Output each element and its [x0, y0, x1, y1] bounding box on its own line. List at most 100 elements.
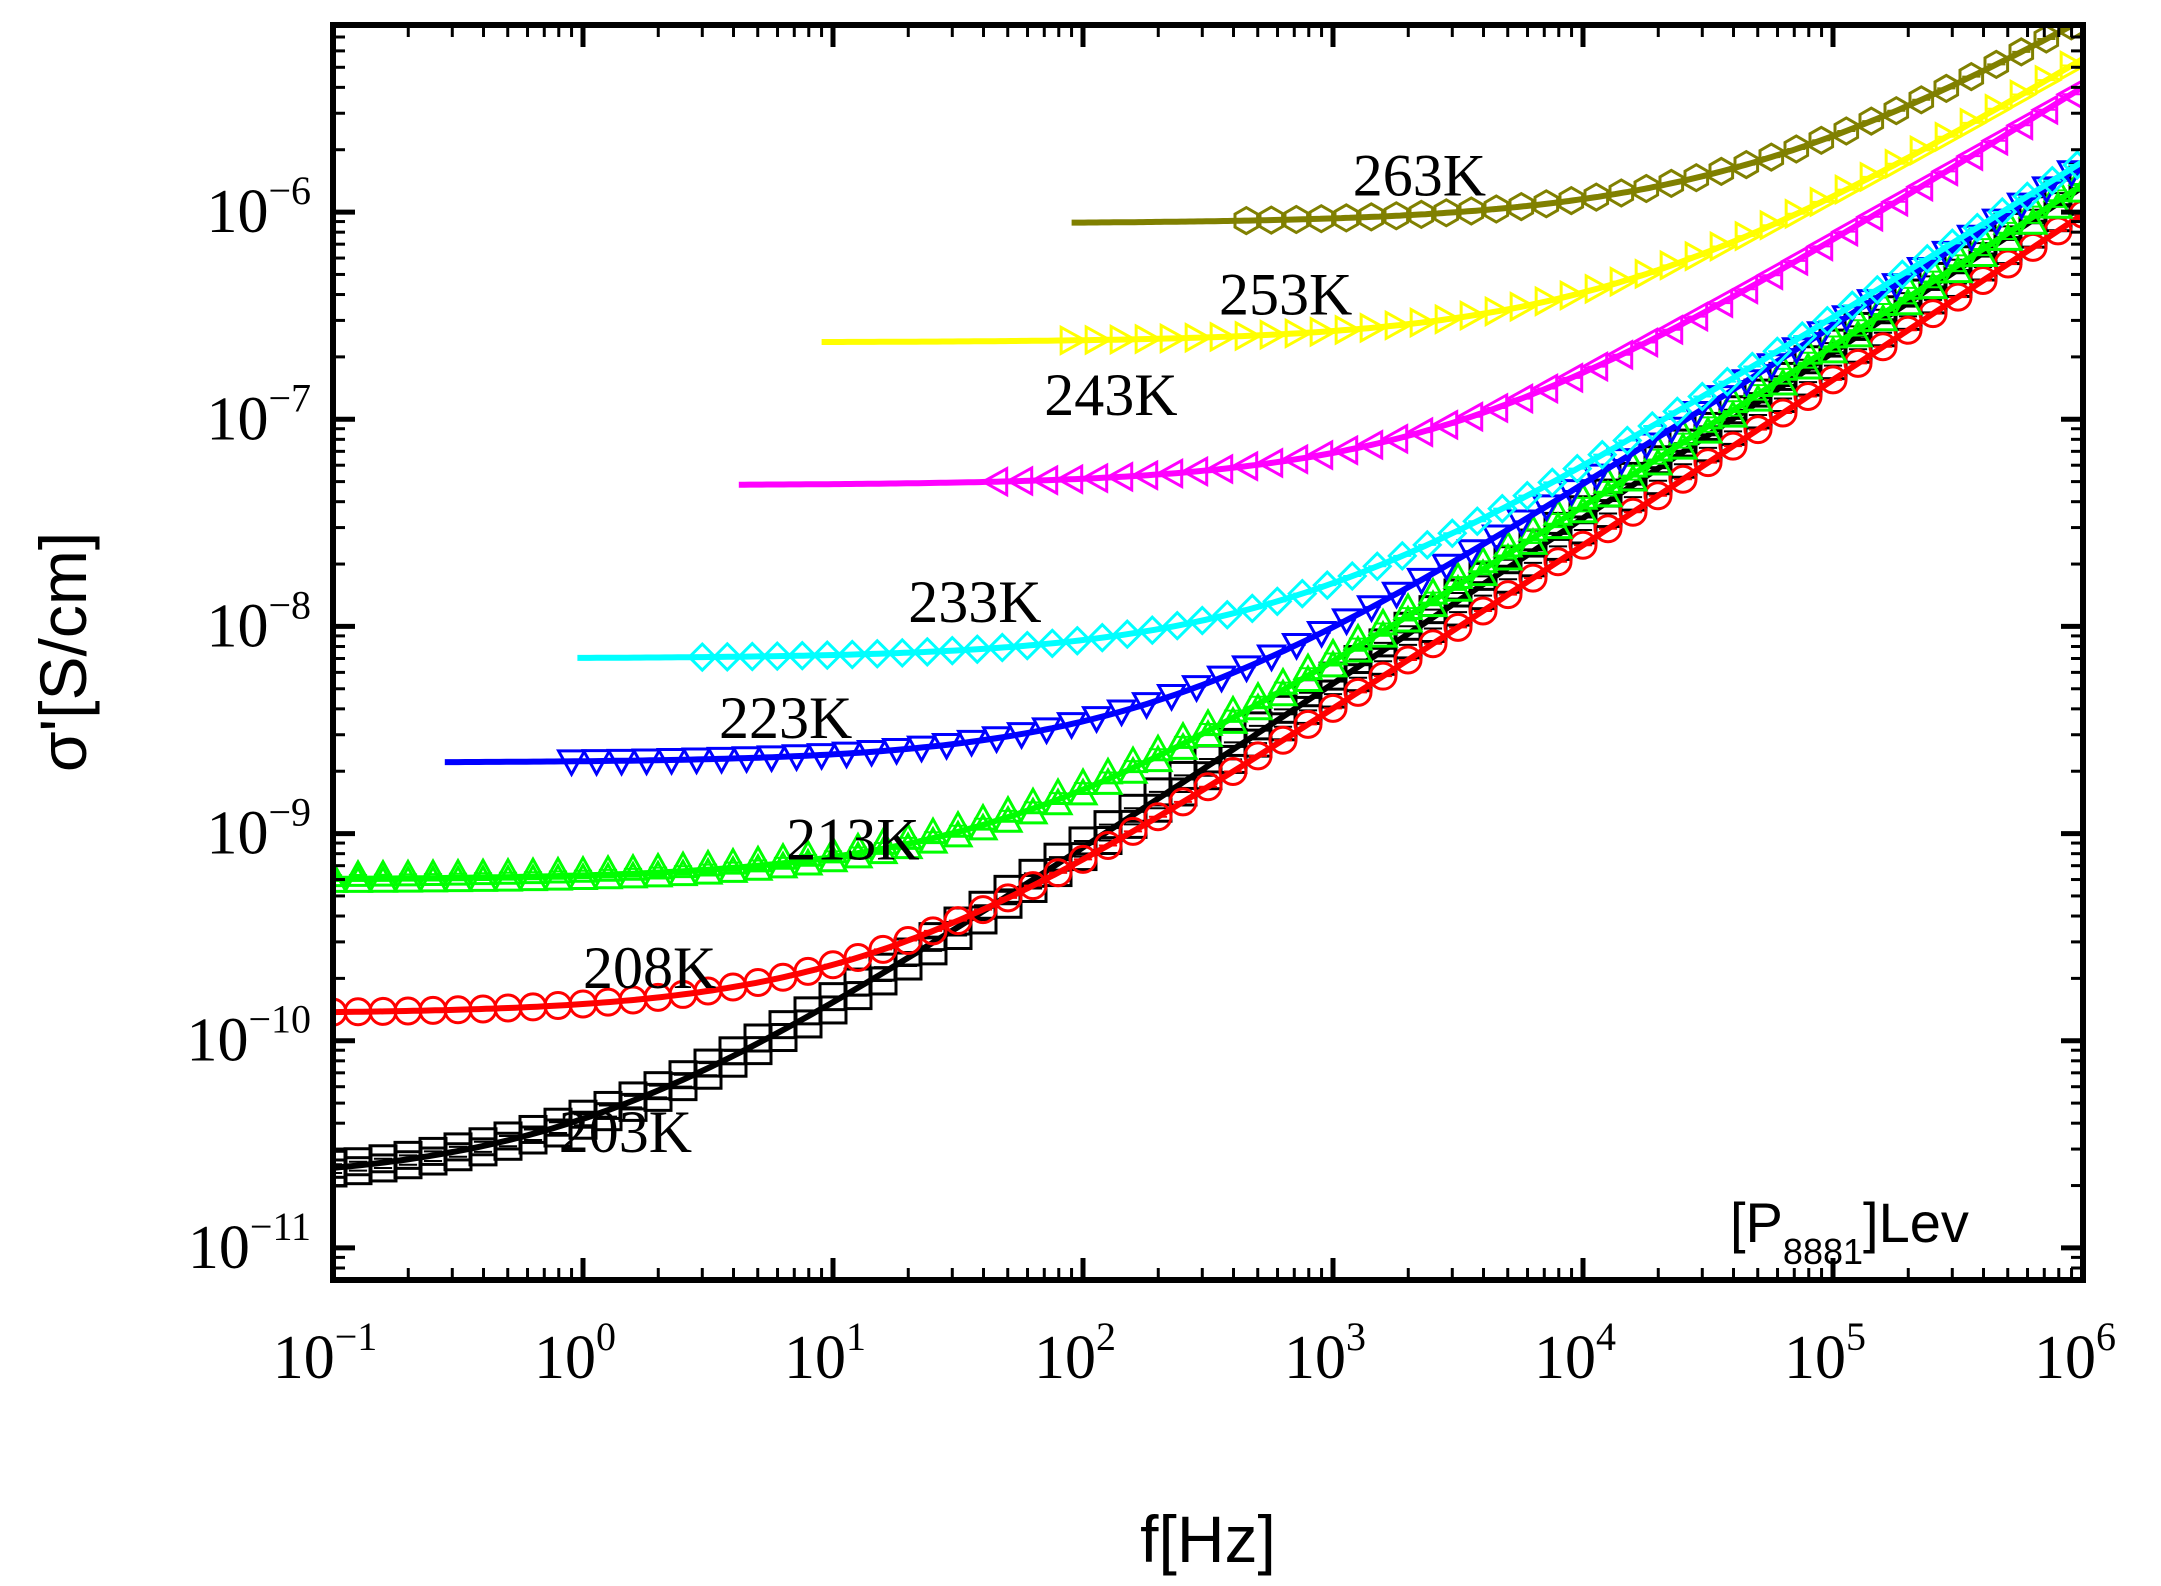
data-point-223K: [881, 737, 913, 766]
data-point-223K: [656, 748, 688, 777]
data-point-213K: [1067, 777, 1099, 806]
data-point-263K: [1383, 201, 1410, 231]
data-point-213K: [1492, 529, 1524, 558]
data-point-243K: [1830, 216, 1859, 248]
x-tick-exponent: 5: [1846, 1314, 1866, 1359]
data-point-213K: [1417, 589, 1449, 618]
series-label-263K: 263K: [1353, 143, 1486, 209]
data-point-243K: [1380, 423, 1409, 455]
axis-layer: 10−1 100 101 102 103 104 105 10610−1110−1010−91…: [186, 23, 2116, 1392]
data-point-253K: [1634, 258, 1663, 290]
x-tick-label: 105: [1784, 1314, 1866, 1392]
data-point-243K: [1280, 443, 1309, 475]
data-point-243K: [1030, 464, 1059, 496]
data-point-213K: [1042, 787, 1074, 816]
y-axis-title: σ'[S/cm]: [26, 532, 100, 772]
data-point-208K: [1293, 709, 1323, 739]
data-point-243K: [1105, 461, 1134, 493]
series-label-203K: 203K: [559, 1099, 692, 1165]
data-point-243K: [1405, 416, 1434, 448]
data-point-243K: [1805, 230, 1834, 262]
y-tick-base: 10: [188, 1214, 250, 1282]
data-point-223K: [981, 726, 1013, 755]
data-point-233K: [1712, 366, 1743, 397]
x-tick-label: 103: [1284, 1314, 1366, 1392]
data-point-263K: [1583, 182, 1610, 212]
data-point-243K: [1705, 287, 1734, 319]
data-point-233K: [937, 635, 968, 666]
data-point-223K: [1356, 595, 1388, 624]
data-point-253K: [1884, 148, 1913, 180]
data-point-213K: [1092, 766, 1124, 795]
annotation-suffix: ]Lev: [1863, 1191, 1969, 1254]
data-point-253K: [1584, 273, 1613, 305]
data-point-233K: [1162, 610, 1193, 641]
data-point-253K: [1609, 266, 1638, 298]
data-point-208K: [918, 916, 948, 946]
data-point-213K: [1317, 637, 1349, 666]
data-point-253K: [2009, 78, 2038, 111]
data-point-208K: [943, 906, 973, 936]
y-tick-exponent: −8: [268, 582, 311, 627]
data-point-213K: [1692, 415, 1724, 444]
plot-frame: [330, 22, 2086, 1283]
data-point-233K: [1462, 506, 1493, 537]
data-point-253K: [1784, 198, 1813, 230]
data-point-243K: [1355, 429, 1384, 461]
sample-annotation: [P8881]Lev: [1730, 1191, 1969, 1272]
data-point-263K: [1358, 202, 1385, 232]
data-point-213K: [333, 859, 349, 888]
data-point-223K: [1056, 712, 1088, 741]
data-point-213K: [767, 841, 799, 870]
data-point-223K: [1206, 665, 1238, 694]
data-point-213K: [1342, 622, 1374, 651]
data-point-213K: [1367, 619, 1399, 648]
data-point-223K: [581, 749, 613, 778]
x-tick-exponent: 0: [596, 1314, 616, 1359]
data-point-208K: [1818, 365, 1848, 395]
data-point-213K: [742, 852, 774, 881]
y-tick-exponent: −10: [248, 997, 311, 1042]
data-point-223K: [756, 745, 788, 774]
data-point-213K: [342, 858, 374, 887]
y-tick-exponent: −6: [268, 168, 311, 213]
data-point-233K: [1862, 274, 1893, 305]
data-point-223K: [806, 743, 838, 772]
data-point-243K: [1630, 326, 1659, 359]
data-point-213K: [617, 860, 649, 889]
data-point-213K: [1917, 271, 1949, 300]
data-point-208K: [1018, 871, 1048, 901]
data-point-223K: [1581, 463, 1613, 492]
series-213K: [333, 158, 2083, 893]
data-point-213K: [1292, 663, 1324, 692]
data-point-213K: [1442, 560, 1474, 589]
data-point-223K: [1431, 553, 1463, 582]
data-point-213K: [1217, 705, 1249, 734]
data-point-213K: [1592, 479, 1624, 508]
data-point-208K: [1718, 431, 1748, 461]
data-point-213K: [967, 812, 999, 841]
series-263K: [1071, 25, 2083, 236]
data-point-233K: [987, 632, 1018, 663]
data-point-213K: [1867, 303, 1899, 332]
data-point-223K: [1381, 581, 1413, 610]
data-point-213K: [767, 850, 799, 879]
data-point-233K: [2062, 149, 2083, 181]
data-point-253K: [1859, 161, 1888, 193]
data-point-233K: [1312, 570, 1343, 601]
data-point-208K: [1668, 464, 1698, 494]
x-tick-exponent: 3: [1346, 1314, 1366, 1359]
data-point-223K: [1331, 608, 1363, 637]
data-point-223K: [1456, 539, 1488, 568]
data-point-208K: [993, 883, 1023, 913]
data-point-208K: [1793, 381, 1823, 411]
data-point-243K: [1155, 457, 1184, 490]
data-point-253K: [1134, 323, 1163, 355]
data-point-233K: [1487, 493, 1518, 524]
data-point-213K: [592, 853, 624, 882]
x-tick-label: 104: [1534, 1314, 1616, 1392]
data-point-213K: [1242, 680, 1274, 709]
data-point-263K: [1808, 125, 1835, 156]
data-point-213K: [1342, 634, 1374, 663]
data-point-208K: [1218, 756, 1248, 786]
